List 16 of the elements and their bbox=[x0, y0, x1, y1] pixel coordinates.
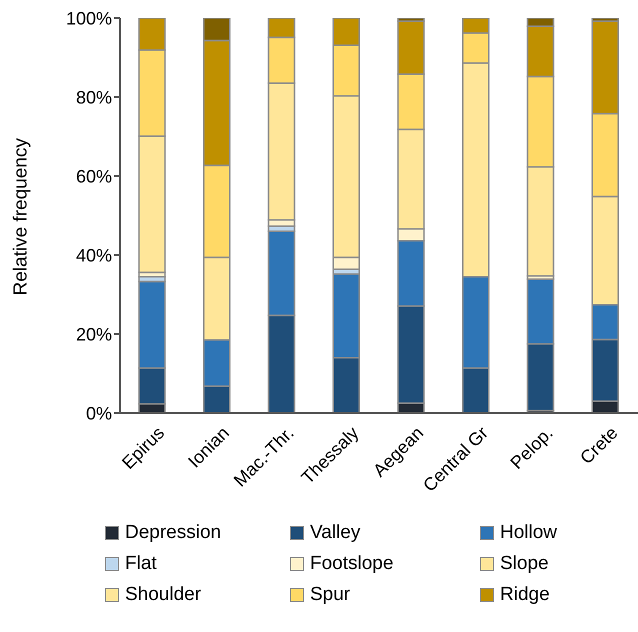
legend-label: Flat bbox=[125, 553, 157, 575]
y-tick-label: 40% bbox=[76, 245, 112, 266]
legend-label: Hollow bbox=[500, 522, 558, 544]
y-tick-label: 20% bbox=[76, 324, 112, 344]
y-tick-label: 100% bbox=[66, 8, 112, 28]
y-axis-title: Relative frequency bbox=[10, 138, 32, 296]
legend-label: Footslope bbox=[310, 553, 394, 575]
y-tick-label: 80% bbox=[76, 87, 112, 108]
legend-label: Valley bbox=[310, 522, 360, 544]
legend-label: Slope bbox=[500, 553, 549, 575]
legend-label: Shoulder bbox=[125, 584, 202, 606]
legend-label: Ridge bbox=[500, 584, 550, 606]
y-tick-label: 0% bbox=[86, 403, 112, 424]
legend-label: Spur bbox=[310, 584, 350, 606]
y-tick-label: 60% bbox=[76, 166, 112, 186]
legend-label: Depression bbox=[125, 522, 222, 544]
